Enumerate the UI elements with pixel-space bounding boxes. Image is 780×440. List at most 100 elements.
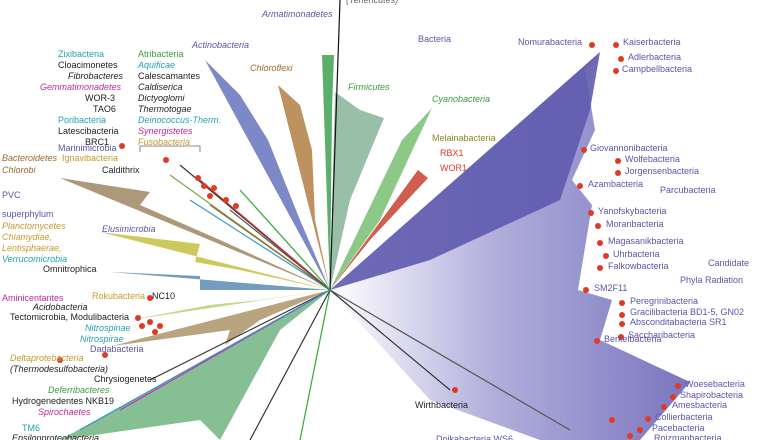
new-lineage-dot [207,193,213,199]
clade-label: Armatimonadetes [261,9,333,19]
clade-label: Giovannonibacteria [590,143,668,153]
new-lineage-dot [618,334,624,340]
new-lineage-dot [201,183,207,189]
branch [329,0,341,291]
clade-label: (Thermodesulfobacteria) [10,364,108,374]
clade-label: Berkelbacteria [604,334,662,344]
clade-label: Acidobacteria [32,302,88,312]
clade-wedge [278,85,330,290]
new-lineage-dot [589,42,595,48]
branch [239,189,331,291]
new-lineage-dot [661,404,667,410]
clade-label: Chlorobi [2,165,37,175]
clade-label: Calescamantes [138,71,201,81]
new-lineage-dot [147,319,153,325]
clade-label: Tectomicrobia, Modulibacteria [10,312,129,322]
clade-label: Bacteria [418,34,451,44]
clade-label: Zixibacteria [58,49,104,59]
new-lineage-dot [597,265,603,271]
clade-label: Parcubacteria [660,185,716,195]
branch [329,289,451,391]
clade-label: Chloroflexi [250,63,294,73]
clade-label: Nitrospirae [80,334,124,344]
clade-label: Chlamydiae, [2,232,52,242]
clade-label: Azambacteria [588,179,643,189]
clade-label: Deferribacteres [48,385,110,395]
clade-label: TM6 [22,423,40,433]
new-lineage-dot [581,147,587,153]
new-lineage-dot [595,223,601,229]
clade-label: Magasanikbacteria [608,236,684,246]
clade-label: Candidate [708,258,749,268]
clade-label: Wirthbacteria [415,400,468,410]
clade-label: Marinimicrobia [58,143,117,153]
new-lineage-dot [613,68,619,74]
clade-label: Omnitrophica [43,264,97,274]
new-lineage-dot [223,197,229,203]
clade-wedge [60,178,330,290]
clade-label: Firmicutes [348,82,390,92]
clade-wedge [130,290,330,320]
clade-label: Pacebacteria [652,423,705,433]
clade-wedge [330,92,384,290]
clade-label: Nomurabacteria [518,37,582,47]
clade-label: Thermotogae [138,104,192,114]
clade-label: Wolfebacteria [625,154,680,164]
clade-label: Fibrobacteres [68,71,124,81]
clade-label: Shapirobacteria [680,390,743,400]
clade-label: Elusimicrobia [102,224,156,234]
branch [79,289,331,431]
new-lineage-dot [603,253,609,259]
clade-label: Planctomycetes [2,221,66,231]
new-lineage-dot [609,417,615,423]
new-lineage-dot [645,416,651,422]
new-lineage-dot [195,175,201,181]
clade-label: SM2F11 [594,283,627,293]
clade-label: BRC1 [85,137,109,147]
clade-label: PVC [2,190,21,200]
new-lineage-dot [618,56,624,62]
clade-label: Poribacteria [58,115,106,125]
new-lineage-dot [233,203,239,209]
clade-label: Atribacteria [138,49,184,59]
clade-wedge [112,290,330,346]
clade-label: Adlerbacteria [628,52,681,62]
new-lineage-dot [627,433,633,439]
clade-label: Amesbacteria [672,400,727,410]
clade-label: Kaiserbacteria [623,37,681,47]
clade-label: WOR-3 [85,93,115,103]
branch [149,289,331,381]
new-lineage-dot [615,170,621,176]
new-lineage-dot [157,323,163,329]
clade-label: Fusobacteria [138,137,190,147]
clade-wedge [110,272,330,290]
new-lineage-dot [670,394,676,400]
clade-label: Spirochaetes [38,407,91,417]
clade-label: Melainabacteria [432,133,496,143]
clade-label: Deltaprotebacteria [10,353,84,363]
new-lineage-dot [619,312,625,318]
clade-label: Falkowbacteria [608,261,669,271]
clade-label: Yanofskybacteria [598,206,666,216]
clade-label: Dictyoglomi [138,93,186,103]
branch [249,289,331,440]
new-lineage-dot [152,329,158,335]
clade-label: Aquificae [137,60,175,70]
clade-label: Roizmanbacteria [654,433,722,440]
clade-wedge [205,60,330,290]
new-lineage-dot [588,210,594,216]
new-lineage-dot [135,315,141,321]
clade-label: Aminicentantes [2,293,64,303]
new-lineage-dot [211,185,217,191]
new-lineage-dot [163,157,169,163]
clade-wedge [330,52,600,290]
new-lineage-dot [637,427,643,433]
clade-label: (Tenericutes) [346,0,398,5]
new-lineage-dot [119,143,125,149]
new-lineage-dot [615,158,621,164]
clade-label: superphylum [2,209,54,219]
branch [229,209,331,291]
clade-label: Jorgensenbacteria [625,166,699,176]
clade-label: Peregrinibacteria [630,296,698,306]
